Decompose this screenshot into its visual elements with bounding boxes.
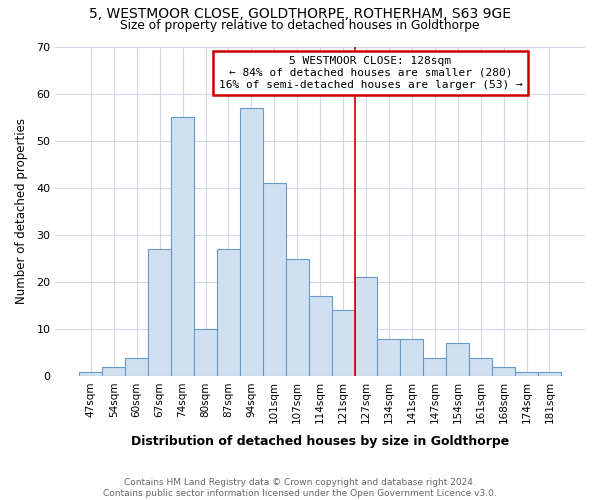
Bar: [194, 330, 217, 376]
Bar: [446, 344, 469, 376]
Bar: [377, 338, 400, 376]
Bar: [332, 310, 355, 376]
Bar: [217, 249, 240, 376]
Bar: [538, 372, 561, 376]
Bar: [240, 108, 263, 376]
Bar: [515, 372, 538, 376]
Bar: [103, 367, 125, 376]
Y-axis label: Number of detached properties: Number of detached properties: [15, 118, 28, 304]
Bar: [263, 183, 286, 376]
Bar: [148, 249, 171, 376]
Bar: [469, 358, 492, 376]
X-axis label: Distribution of detached houses by size in Goldthorpe: Distribution of detached houses by size …: [131, 434, 509, 448]
Bar: [492, 367, 515, 376]
Bar: [400, 338, 424, 376]
Bar: [286, 258, 308, 376]
Bar: [79, 372, 103, 376]
Text: Size of property relative to detached houses in Goldthorpe: Size of property relative to detached ho…: [120, 18, 480, 32]
Bar: [355, 278, 377, 376]
Bar: [171, 117, 194, 376]
Text: 5, WESTMOOR CLOSE, GOLDTHORPE, ROTHERHAM, S63 9GE: 5, WESTMOOR CLOSE, GOLDTHORPE, ROTHERHAM…: [89, 8, 511, 22]
Bar: [125, 358, 148, 376]
Text: Contains HM Land Registry data © Crown copyright and database right 2024.
Contai: Contains HM Land Registry data © Crown c…: [103, 478, 497, 498]
Bar: [424, 358, 446, 376]
Bar: [308, 296, 332, 376]
Text: 5 WESTMOOR CLOSE: 128sqm
← 84% of detached houses are smaller (280)
16% of semi-: 5 WESTMOOR CLOSE: 128sqm ← 84% of detach…: [218, 56, 523, 90]
